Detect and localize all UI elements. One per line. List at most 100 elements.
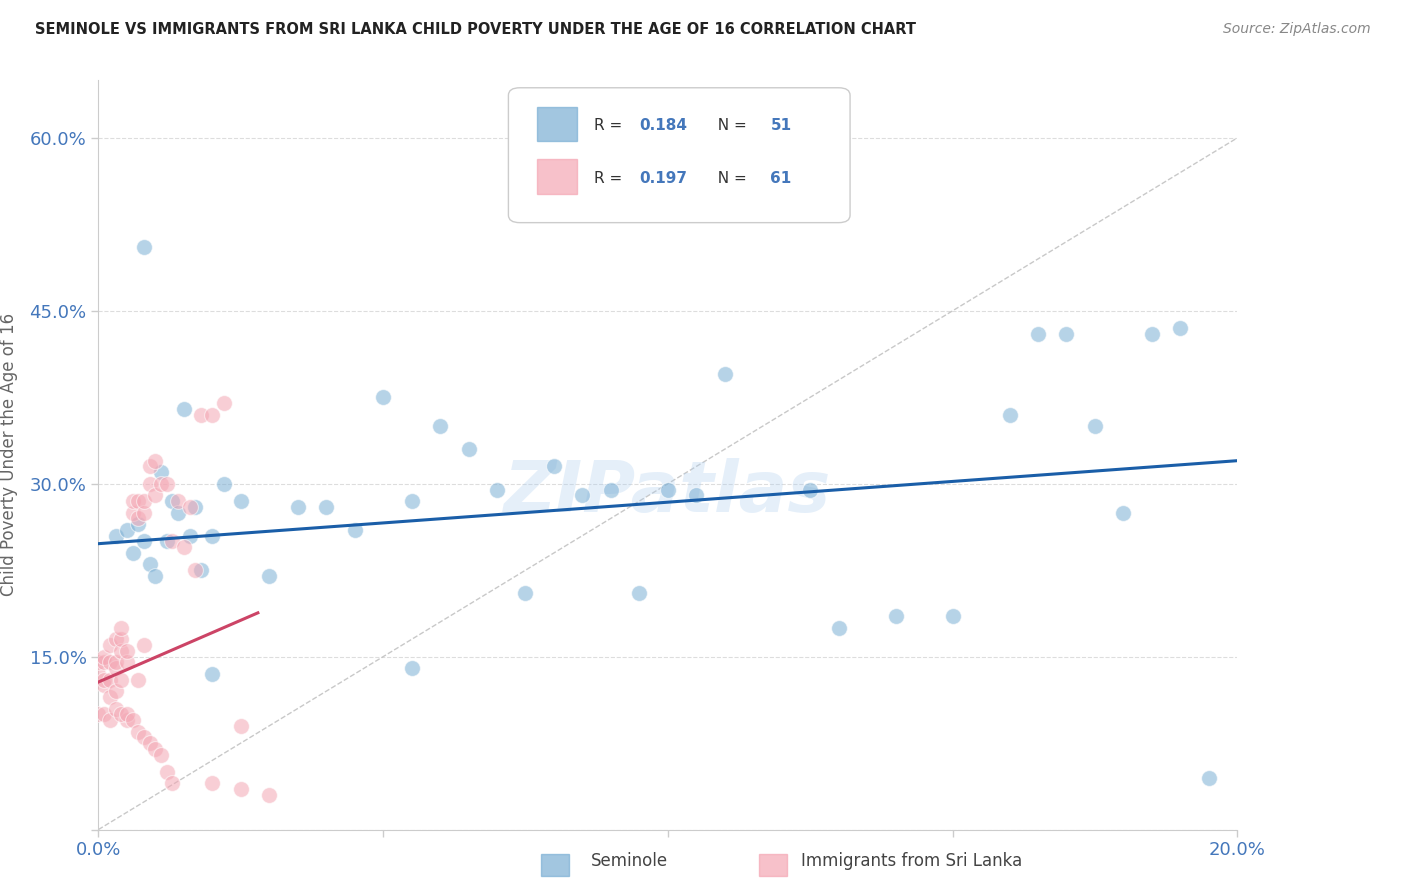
Point [132, 494, 155, 508]
Point [127, 724, 149, 739]
Point [628, 586, 651, 600]
Point [127, 494, 149, 508]
Point [138, 558, 160, 572]
Point [145, 742, 167, 756]
Point [799, 483, 821, 497]
Point [87, 656, 110, 670]
Point [127, 673, 149, 687]
Point [167, 506, 190, 520]
FancyBboxPatch shape [509, 87, 851, 223]
Point [179, 500, 201, 514]
Point [184, 500, 207, 514]
Point [457, 442, 479, 457]
Point [132, 506, 155, 520]
Point [162, 494, 184, 508]
Point [93, 673, 115, 687]
Point [115, 523, 138, 537]
Point [150, 476, 173, 491]
Point [93, 707, 115, 722]
Point [110, 621, 132, 635]
Point [132, 240, 155, 254]
Point [571, 488, 593, 502]
Point [104, 701, 127, 715]
Text: R =: R = [593, 171, 627, 186]
Point [1056, 326, 1078, 341]
Point [93, 656, 115, 670]
Point [104, 684, 127, 698]
Point [201, 528, 224, 542]
Point [515, 586, 537, 600]
Point [543, 459, 565, 474]
Point [401, 494, 423, 508]
Point [104, 656, 127, 670]
Point [173, 540, 195, 554]
Point [190, 563, 212, 577]
Text: 61: 61 [770, 171, 792, 186]
Point [212, 476, 235, 491]
Point [201, 776, 224, 790]
Point [1026, 326, 1049, 341]
Point [685, 488, 707, 502]
Point [942, 609, 965, 624]
Point [1140, 326, 1163, 341]
Point [156, 764, 179, 779]
Point [115, 644, 138, 658]
Point [173, 401, 195, 416]
Point [259, 788, 281, 802]
Text: SEMINOLE VS IMMIGRANTS FROM SRI LANKA CHILD POVERTY UNDER THE AGE OF 16 CORRELAT: SEMINOLE VS IMMIGRANTS FROM SRI LANKA CH… [35, 22, 917, 37]
Point [138, 459, 160, 474]
Point [115, 707, 138, 722]
Point [110, 644, 132, 658]
Point [229, 782, 252, 797]
Point [121, 546, 143, 560]
Y-axis label: Child Poverty Under the Age of 16: Child Poverty Under the Age of 16 [0, 313, 18, 597]
Text: 0.184: 0.184 [640, 119, 688, 133]
Point [1170, 321, 1192, 335]
Point [145, 569, 167, 583]
Point [93, 678, 115, 692]
Point [110, 707, 132, 722]
Point [121, 506, 143, 520]
Text: Immigrants from Sri Lanka: Immigrants from Sri Lanka [801, 852, 1022, 870]
Point [1112, 506, 1135, 520]
Point [156, 534, 179, 549]
Point [162, 776, 184, 790]
Point [110, 632, 132, 647]
Point [121, 713, 143, 727]
Point [115, 713, 138, 727]
Point [145, 488, 167, 502]
Point [884, 609, 907, 624]
Text: Source: ZipAtlas.com: Source: ZipAtlas.com [1223, 22, 1371, 37]
Point [657, 483, 679, 497]
Text: R =: R = [593, 119, 627, 133]
Point [98, 713, 121, 727]
Point [343, 523, 366, 537]
Point [132, 534, 155, 549]
Point [110, 673, 132, 687]
Point [145, 453, 167, 467]
Point [229, 719, 252, 733]
Bar [537, 107, 576, 141]
Point [259, 569, 281, 583]
Point [167, 494, 190, 508]
Point [156, 476, 179, 491]
Point [104, 632, 127, 647]
Point [162, 534, 184, 549]
Point [714, 368, 737, 382]
Point [315, 500, 337, 514]
Text: 51: 51 [770, 119, 792, 133]
Text: Seminole: Seminole [591, 852, 668, 870]
Point [98, 656, 121, 670]
Point [104, 528, 127, 542]
Point [98, 690, 121, 704]
Point [93, 649, 115, 664]
Point [115, 656, 138, 670]
Point [150, 747, 173, 762]
Point [150, 465, 173, 479]
Point [121, 494, 143, 508]
Point [201, 667, 224, 681]
Point [373, 390, 395, 404]
Point [138, 476, 160, 491]
Point [998, 408, 1021, 422]
Point [98, 673, 121, 687]
